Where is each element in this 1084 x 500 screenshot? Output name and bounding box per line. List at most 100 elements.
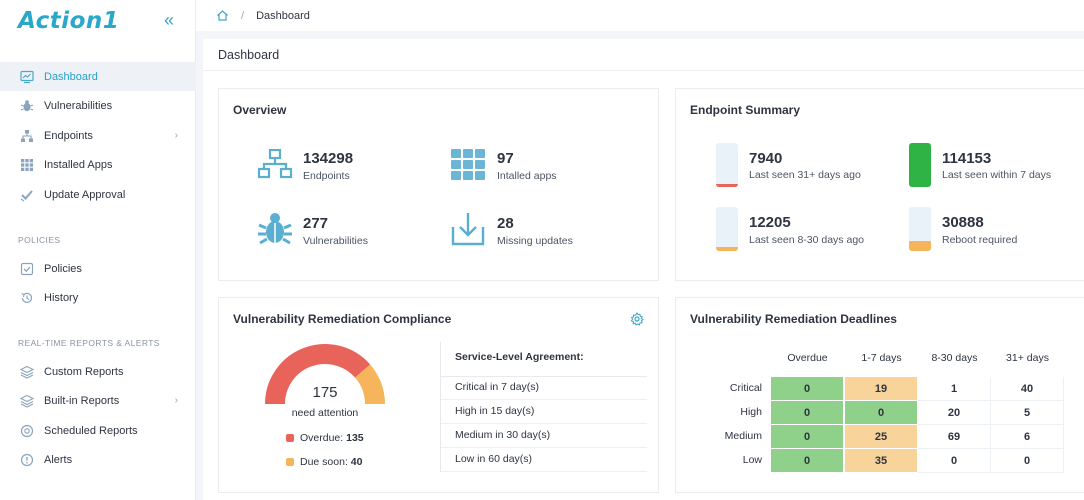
column-header: 31+ days [1006, 352, 1049, 364]
compliance-card: Vulnerability Remediation Compliance 175… [218, 297, 659, 493]
logo[interactable]: Action1 [18, 8, 120, 34]
logo-row: Action1 « [18, 8, 188, 36]
sidebar-item-endpoints[interactable]: Endpoints › [0, 121, 196, 150]
divider [441, 376, 647, 377]
sidebar-item-history[interactable]: History [0, 283, 196, 312]
endpoint-bar [909, 207, 931, 251]
deadline-cell[interactable]: 0 [845, 401, 918, 425]
alert-icon [20, 453, 34, 467]
endpoint-bar [716, 143, 738, 187]
sidebar-item-label: Installed Apps [44, 158, 113, 171]
deadline-cell[interactable]: 20 [918, 401, 991, 425]
sidebar-item-vulnerabilities[interactable]: Vulnerabilities [0, 91, 196, 120]
scheduled-icon [20, 424, 34, 438]
double-chevron-left-icon[interactable]: « [163, 10, 174, 30]
sidebar-item-label: Built-in Reports [44, 394, 120, 407]
deadline-cell[interactable]: 35 [845, 449, 918, 473]
divider [441, 447, 647, 448]
sidebar-item-policies[interactable]: Policies [0, 254, 196, 283]
endpoint-label: Last seen within 7 days [942, 169, 1052, 181]
gauge-total: 175 [312, 384, 338, 401]
endpoint-value: 12205 [749, 214, 791, 231]
deadline-cell[interactable]: 40 [991, 377, 1064, 401]
gauge-total-label: need attention [291, 407, 359, 419]
sidebar-item-label: Vulnerabilities [44, 99, 113, 112]
divider [441, 423, 647, 424]
endpoint-bar [909, 143, 931, 187]
sidebar-item-label: Endpoints [44, 129, 93, 142]
divider [203, 70, 1084, 71]
monitor-chart-icon [20, 70, 34, 84]
endpoint-summary-title: Endpoint Summary [690, 103, 801, 117]
stat-label: Vulnerabilities [303, 235, 368, 247]
deadline-cell[interactable]: 0 [771, 425, 844, 449]
overview-title: Overview [233, 103, 287, 117]
deadline-cell[interactable]: 6 [991, 425, 1064, 449]
row-label: Low [742, 454, 762, 466]
row-label: High [740, 406, 762, 418]
apps-grid-icon [20, 158, 34, 172]
home-icon[interactable] [216, 9, 229, 22]
sidebar: Action1 « Dashboard Vulnerabilities Endp… [0, 0, 196, 500]
compliance-gauge [265, 344, 385, 405]
policy-check-icon [20, 262, 34, 276]
legend-due-value: 40 [350, 456, 363, 468]
legend-due-soon: Due soon: 40 [286, 456, 362, 468]
stat-label: Endpoints [303, 170, 350, 182]
deadline-cell[interactable]: 69 [918, 425, 991, 449]
section-label-policies: POLICIES [18, 235, 61, 245]
divider [441, 471, 647, 472]
endpoint-value: 30888 [942, 214, 984, 231]
legend-overdue-value: 135 [346, 432, 364, 444]
breadcrumb-current: Dashboard [256, 9, 310, 22]
column-header: 8-30 days [931, 352, 978, 364]
network-icon [257, 148, 293, 184]
deadline-cell[interactable]: 25 [845, 425, 918, 449]
section-label-reports: REAL-TIME REPORTS & ALERTS [18, 338, 160, 348]
main-content: Dashboard Overview 134298 Endpoints 97 I… [203, 39, 1084, 500]
deadline-cell[interactable]: 5 [991, 401, 1064, 425]
endpoint-bar-fill [909, 143, 931, 187]
sla-row: Medium in 30 day(s) [455, 429, 551, 441]
sidebar-item-label: Alerts [44, 453, 73, 466]
row-label: Critical [729, 382, 762, 394]
deadline-cell[interactable]: 0 [771, 377, 844, 401]
column-header: Overdue [787, 352, 828, 364]
check-badge-icon [20, 188, 34, 202]
sidebar-item-dashboard[interactable]: Dashboard [0, 62, 196, 91]
endpoint-bar-fill [909, 241, 931, 251]
download-icon [451, 211, 485, 252]
column-header: 1-7 days [861, 352, 902, 364]
stat-value: 277 [303, 215, 329, 232]
deadline-cell[interactable]: 0 [991, 449, 1064, 473]
sidebar-item-label: Dashboard [44, 70, 98, 83]
sidebar-item-installed-apps[interactable]: Installed Apps [0, 150, 196, 179]
sidebar-item-alerts[interactable]: Alerts [0, 445, 196, 474]
sla-row: High in 15 day(s) [455, 405, 535, 417]
compliance-title: Vulnerability Remediation Compliance [233, 312, 452, 326]
overview-card: Overview 134298 Endpoints 97 Intalled ap… [218, 88, 659, 281]
sidebar-item-label: Custom Reports [44, 365, 124, 378]
gauge-due-arc [354, 364, 385, 405]
sidebar-item-custom-reports[interactable]: Custom Reports [0, 357, 196, 386]
deadline-cell[interactable]: 0 [918, 449, 991, 473]
deadline-cell[interactable]: 0 [771, 449, 844, 473]
stat-label: Missing updates [497, 235, 573, 247]
endpoint-value: 114153 [942, 150, 992, 167]
network-icon [20, 129, 34, 143]
sidebar-item-built-in-reports[interactable]: Built-in Reports › [0, 386, 196, 415]
deadline-cell[interactable]: 19 [845, 377, 918, 401]
deadline-cell[interactable]: 1 [918, 377, 991, 401]
sidebar-item-scheduled-reports[interactable]: Scheduled Reports [0, 416, 196, 445]
sidebar-item-label: Scheduled Reports [44, 424, 138, 437]
deadlines-title: Vulnerability Remediation Deadlines [690, 312, 897, 326]
sla-row: Low in 60 day(s) [455, 453, 533, 465]
gear-icon[interactable] [630, 312, 644, 331]
chevron-right-icon: › [174, 130, 178, 141]
sidebar-item-update-approval[interactable]: Update Approval [0, 180, 196, 209]
stat-value: 97 [497, 150, 514, 167]
row-label: Medium [724, 430, 762, 442]
endpoint-label: Last seen 8-30 days ago [749, 234, 864, 246]
deadline-cell[interactable]: 0 [771, 401, 844, 425]
apps-grid-icon [451, 149, 485, 186]
